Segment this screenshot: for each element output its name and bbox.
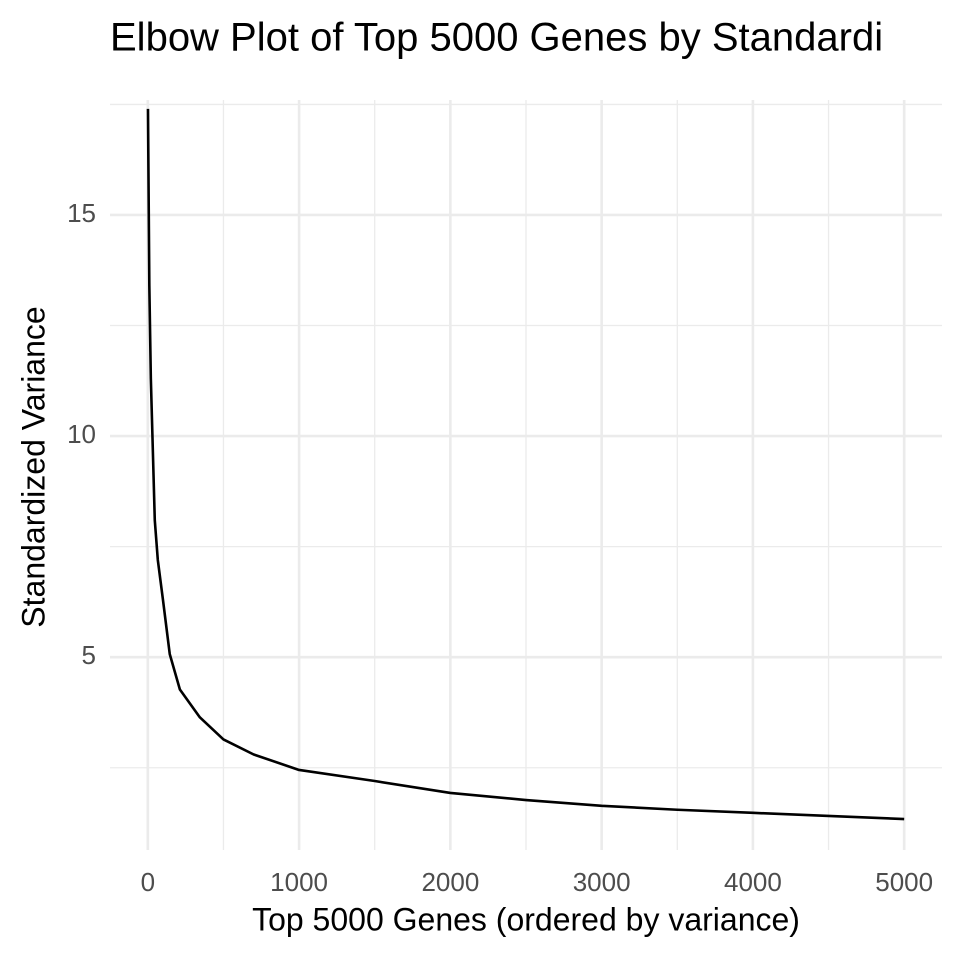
- x-tick-label: 1000: [270, 867, 328, 897]
- line-series: [146, 108, 905, 821]
- y-axis-title: Standardized Variance: [15, 306, 51, 627]
- x-tick-label: 2000: [421, 867, 479, 897]
- y-tick-label: 10: [67, 419, 96, 449]
- chart-title: Elbow Plot of Top 5000 Genes by Standard…: [110, 16, 883, 60]
- x-tick-label: 0: [141, 867, 155, 897]
- x-axis-title: Top 5000 Genes (ordered by variance): [252, 901, 800, 937]
- x-tick-label: 3000: [573, 867, 631, 897]
- y-tick-label: 15: [67, 198, 96, 228]
- y-tick-label: 5: [82, 640, 96, 670]
- x-tick-label: 5000: [875, 867, 933, 897]
- x-tick-label: 4000: [724, 867, 782, 897]
